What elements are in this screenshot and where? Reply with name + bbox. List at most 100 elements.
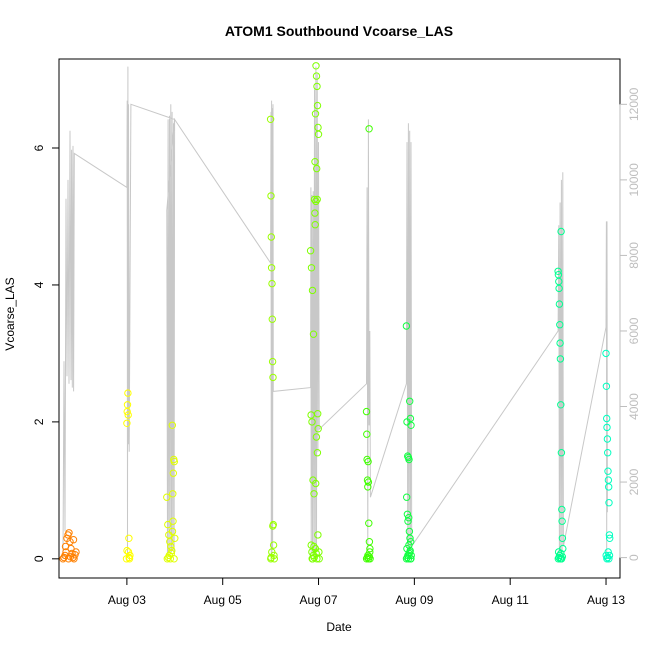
data-point (123, 419, 131, 427)
x-tick-label: Aug 13 (587, 593, 625, 607)
data-point (556, 355, 565, 363)
data-point (364, 478, 373, 486)
data-point (306, 247, 315, 255)
y-tick-label: 2 (32, 418, 46, 425)
data-point (66, 553, 75, 561)
data-point (168, 527, 177, 536)
data-point (269, 373, 277, 382)
data-point (366, 544, 374, 553)
data-point (268, 548, 276, 556)
x-axis-label: Date (326, 620, 352, 634)
data-point (270, 555, 278, 563)
data-point (311, 221, 319, 229)
data-point (407, 421, 415, 429)
data-point (267, 264, 276, 272)
data-point (406, 546, 414, 555)
data-point (169, 517, 177, 525)
data-point (69, 536, 78, 544)
plot-points (59, 62, 614, 563)
data-point (66, 538, 74, 546)
data-point (315, 555, 323, 563)
x-tick-label: Aug 11 (492, 593, 529, 607)
data-point (405, 541, 413, 549)
data-point (312, 72, 321, 80)
data-point (267, 233, 275, 241)
data-point (364, 483, 372, 491)
y-tick-label: 4 (32, 281, 46, 288)
chart-title: ATOM1 Southbound Vcoarse_LAS (225, 23, 453, 39)
data-point (405, 514, 413, 522)
data-point (125, 555, 134, 563)
data-point (313, 449, 322, 457)
data-point (308, 418, 316, 426)
data-point (314, 531, 322, 539)
data-point (403, 493, 411, 501)
plot-lines (62, 66, 608, 558)
data-point (168, 421, 177, 429)
data-point (314, 130, 323, 139)
y2-tick-label: 8000 (627, 242, 641, 269)
data-point (365, 519, 373, 527)
data-point (406, 397, 414, 405)
data-point (602, 382, 611, 390)
data-point (124, 548, 133, 556)
data-point (554, 548, 563, 556)
data-point (309, 330, 318, 338)
data-point (269, 541, 278, 549)
data-point (604, 467, 612, 475)
data-point (364, 457, 372, 466)
y2-tick-label: 0 (627, 554, 641, 561)
data-point (310, 542, 318, 551)
data-point (558, 517, 566, 525)
data-point (555, 300, 564, 308)
data-point (267, 553, 275, 562)
data-point (165, 551, 174, 560)
data-point (171, 534, 179, 542)
data-point (166, 555, 175, 563)
data-point (406, 534, 414, 542)
data-point (310, 490, 318, 498)
x-tick-label: Aug 09 (395, 593, 433, 607)
y2-tick-label: 2000 (627, 468, 641, 495)
data-point (558, 505, 566, 514)
data-point (312, 62, 320, 70)
data-point (124, 389, 132, 397)
data-point (70, 555, 78, 563)
data-point (605, 499, 613, 507)
data-point (311, 158, 319, 166)
data-point (64, 555, 73, 563)
data-point (603, 435, 612, 443)
data-point (167, 542, 175, 551)
data-point (407, 555, 415, 563)
data-point (166, 538, 174, 546)
series-line (62, 66, 608, 558)
data-point (169, 490, 177, 498)
data-point (267, 192, 275, 200)
data-point (603, 423, 611, 432)
data-point (605, 555, 613, 563)
data-point (402, 322, 411, 330)
data-point (170, 555, 178, 563)
data-point (365, 125, 373, 133)
y-axis-label: Vcoarse_LAS (3, 277, 17, 350)
data-point (603, 553, 612, 562)
y2-tick-label: 4000 (627, 393, 641, 420)
data-point (606, 534, 614, 542)
data-point (313, 164, 321, 173)
data-point (363, 430, 371, 438)
data-point (603, 414, 611, 423)
data-point (72, 548, 80, 556)
data-point (314, 410, 322, 418)
data-point (123, 546, 131, 555)
axes: Aug 03 Aug 05 Aug 07 Aug 09 Aug 11 Aug 13 0 2 4 6… (32, 58, 641, 607)
data-point (314, 425, 322, 433)
data-point (268, 315, 276, 323)
y2-tick-label: 6000 (627, 317, 641, 344)
data-point (163, 493, 171, 501)
data-point (164, 520, 172, 529)
x-tick-label: Aug 07 (300, 593, 338, 607)
y2-tick-label: 12000 (627, 87, 641, 121)
data-point (556, 321, 564, 329)
